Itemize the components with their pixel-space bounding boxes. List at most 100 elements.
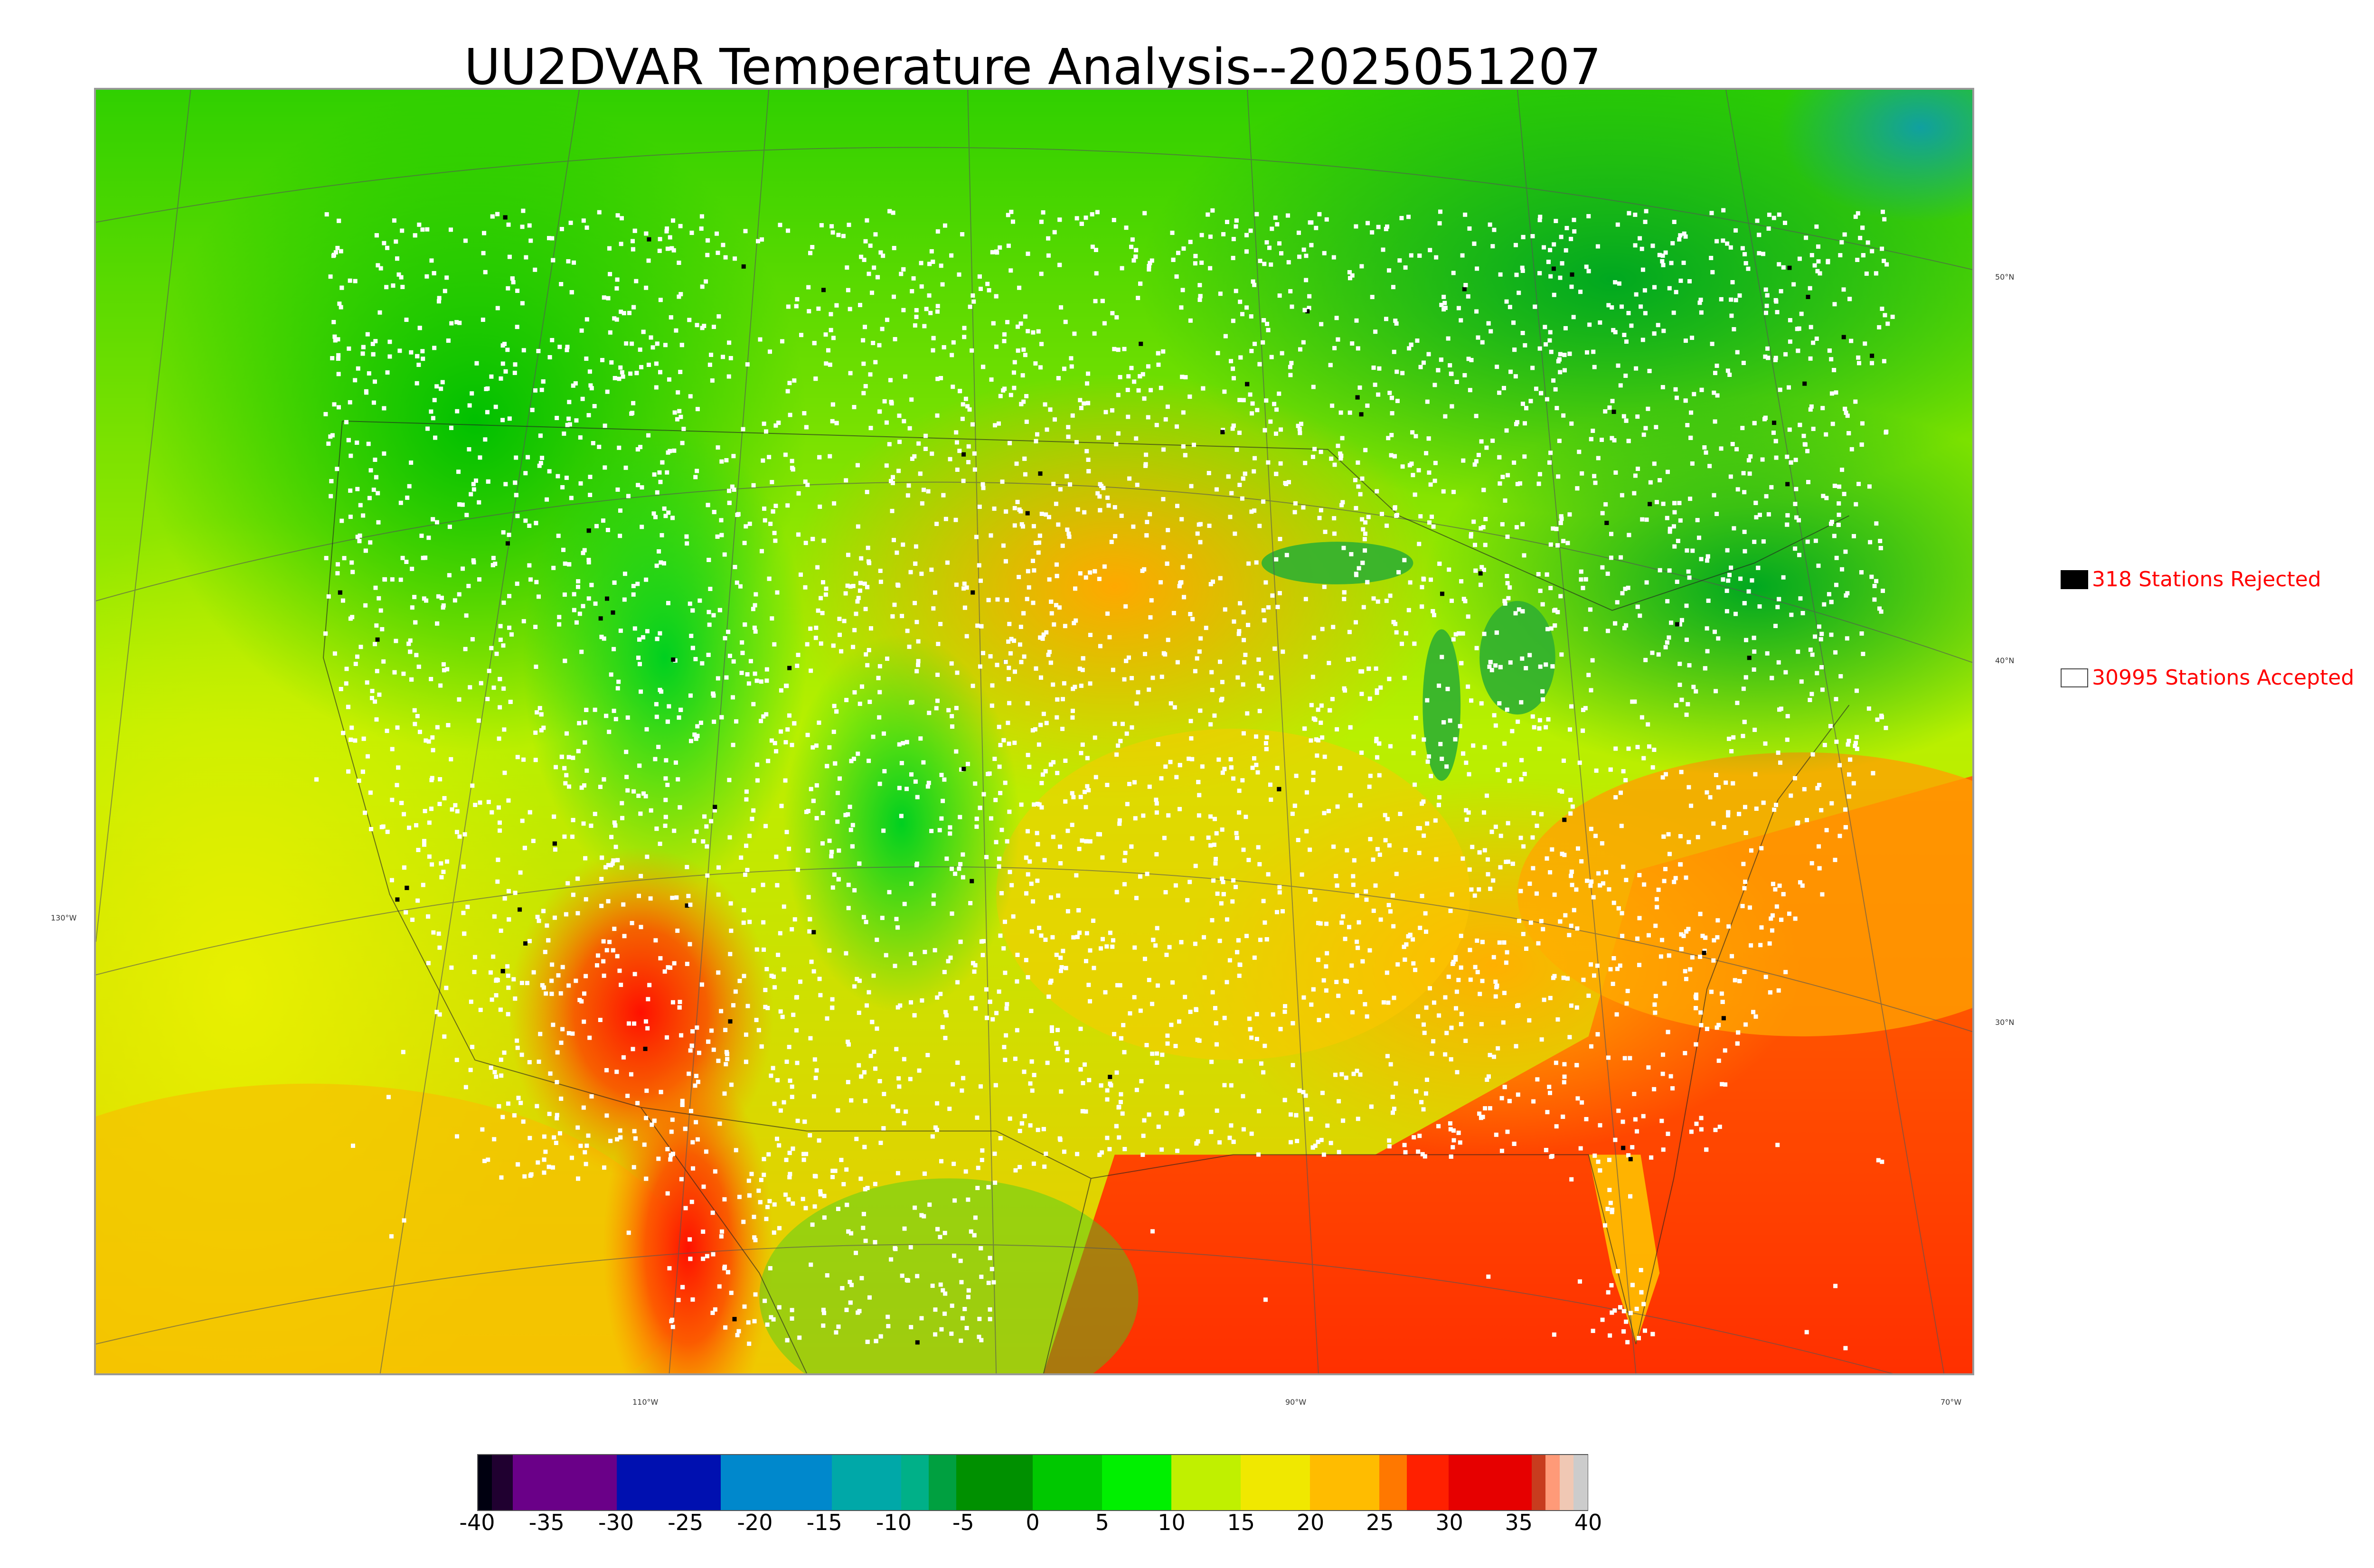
station-accepted (613, 717, 618, 722)
station-accepted (769, 738, 774, 743)
station-accepted (1622, 1056, 1627, 1061)
station-accepted (365, 332, 370, 337)
station-accepted (1456, 306, 1461, 310)
station-accepted (993, 798, 998, 802)
station-accepted (791, 467, 795, 472)
station-accepted (1119, 514, 1124, 518)
station-accepted (1098, 644, 1102, 648)
station-accepted (854, 1136, 859, 1141)
station-accepted (609, 835, 614, 839)
station-accepted (1520, 265, 1525, 270)
station-accepted (892, 246, 896, 250)
station-accepted (583, 856, 588, 861)
station-accepted (1833, 857, 1837, 862)
station-accepted (1446, 336, 1451, 341)
station-accepted (958, 939, 963, 944)
station-accepted (420, 227, 425, 232)
station-accepted (808, 251, 813, 255)
station-accepted (1384, 599, 1389, 603)
station-accepted (790, 1316, 794, 1321)
station-accepted (1058, 844, 1063, 849)
station-accepted (1811, 426, 1816, 431)
station-accepted (1358, 492, 1363, 497)
station-accepted (395, 783, 399, 788)
station-accepted (1181, 444, 1186, 449)
station-accepted (904, 787, 909, 791)
station-accepted (1854, 502, 1858, 507)
station-accepted (1116, 431, 1121, 436)
station-accepted (1289, 1112, 1293, 1117)
station-accepted (1738, 576, 1743, 581)
station-accepted (1819, 631, 1824, 636)
station-accepted (1272, 402, 1277, 406)
station-accepted (1678, 834, 1683, 838)
station-accepted (1377, 852, 1382, 857)
station-accepted (1457, 631, 1461, 636)
station-accepted (716, 314, 721, 319)
station-accepted (1437, 221, 1442, 225)
station-accepted (838, 632, 842, 637)
station-accepted (962, 326, 967, 330)
station-accepted (605, 527, 610, 532)
station-accepted (1310, 675, 1315, 679)
station-accepted (1574, 1063, 1579, 1068)
station-accepted (1522, 771, 1527, 776)
station-accepted (555, 1080, 559, 1085)
station-accepted (772, 741, 777, 745)
station-accepted (939, 1327, 944, 1332)
station-accepted (556, 474, 560, 479)
station-accepted (1443, 1052, 1448, 1057)
station-accepted (678, 370, 683, 375)
station-accepted (1834, 555, 1839, 560)
station-accepted (676, 777, 680, 782)
station-accepted (1127, 655, 1131, 660)
station-accepted (415, 714, 420, 718)
station-accepted (1313, 1144, 1318, 1148)
station-rejected (647, 237, 651, 242)
station-accepted (1483, 516, 1488, 521)
station-accepted (502, 770, 507, 775)
station-accepted (1558, 919, 1563, 924)
station-accepted (1363, 548, 1367, 553)
station-accepted (1775, 1143, 1780, 1147)
station-accepted (1077, 930, 1082, 935)
station-accepted (1373, 329, 1378, 334)
station-accepted (339, 249, 343, 254)
station-accepted (1032, 802, 1036, 807)
station-accepted (1367, 948, 1372, 953)
station-accepted (1075, 935, 1080, 939)
station-accepted (1168, 760, 1173, 764)
station-accepted (1058, 861, 1063, 865)
station-accepted (980, 1148, 985, 1153)
station-accepted (1026, 752, 1030, 757)
station-accepted (1070, 791, 1074, 796)
station-accepted (1210, 990, 1215, 995)
station-accepted (1264, 735, 1269, 740)
station-accepted (1046, 236, 1051, 241)
station-accepted (1093, 735, 1097, 740)
station-accepted (1488, 222, 1492, 227)
station-accepted (503, 482, 508, 487)
station-accepted (1214, 487, 1219, 492)
station-accepted (777, 1305, 782, 1310)
station-accepted (811, 798, 816, 803)
station-accepted (387, 354, 392, 359)
station-accepted (1369, 1104, 1374, 1109)
station-accepted (1052, 622, 1056, 627)
station-accepted (894, 1047, 899, 1052)
station-accepted (1301, 247, 1306, 252)
station-accepted (502, 727, 507, 732)
station-accepted (1652, 461, 1657, 466)
station-accepted (1301, 1090, 1306, 1095)
station-accepted (658, 479, 663, 484)
station-accepted (1277, 591, 1282, 595)
station-accepted (851, 756, 856, 761)
station-accepted (1514, 1044, 1518, 1049)
station-accepted (539, 712, 544, 717)
station-accepted (1214, 1021, 1218, 1025)
station-accepted (1120, 266, 1124, 271)
station-accepted (1079, 406, 1083, 411)
station-accepted (622, 597, 627, 602)
station-accepted (1291, 1021, 1295, 1025)
station-accepted (400, 284, 405, 289)
